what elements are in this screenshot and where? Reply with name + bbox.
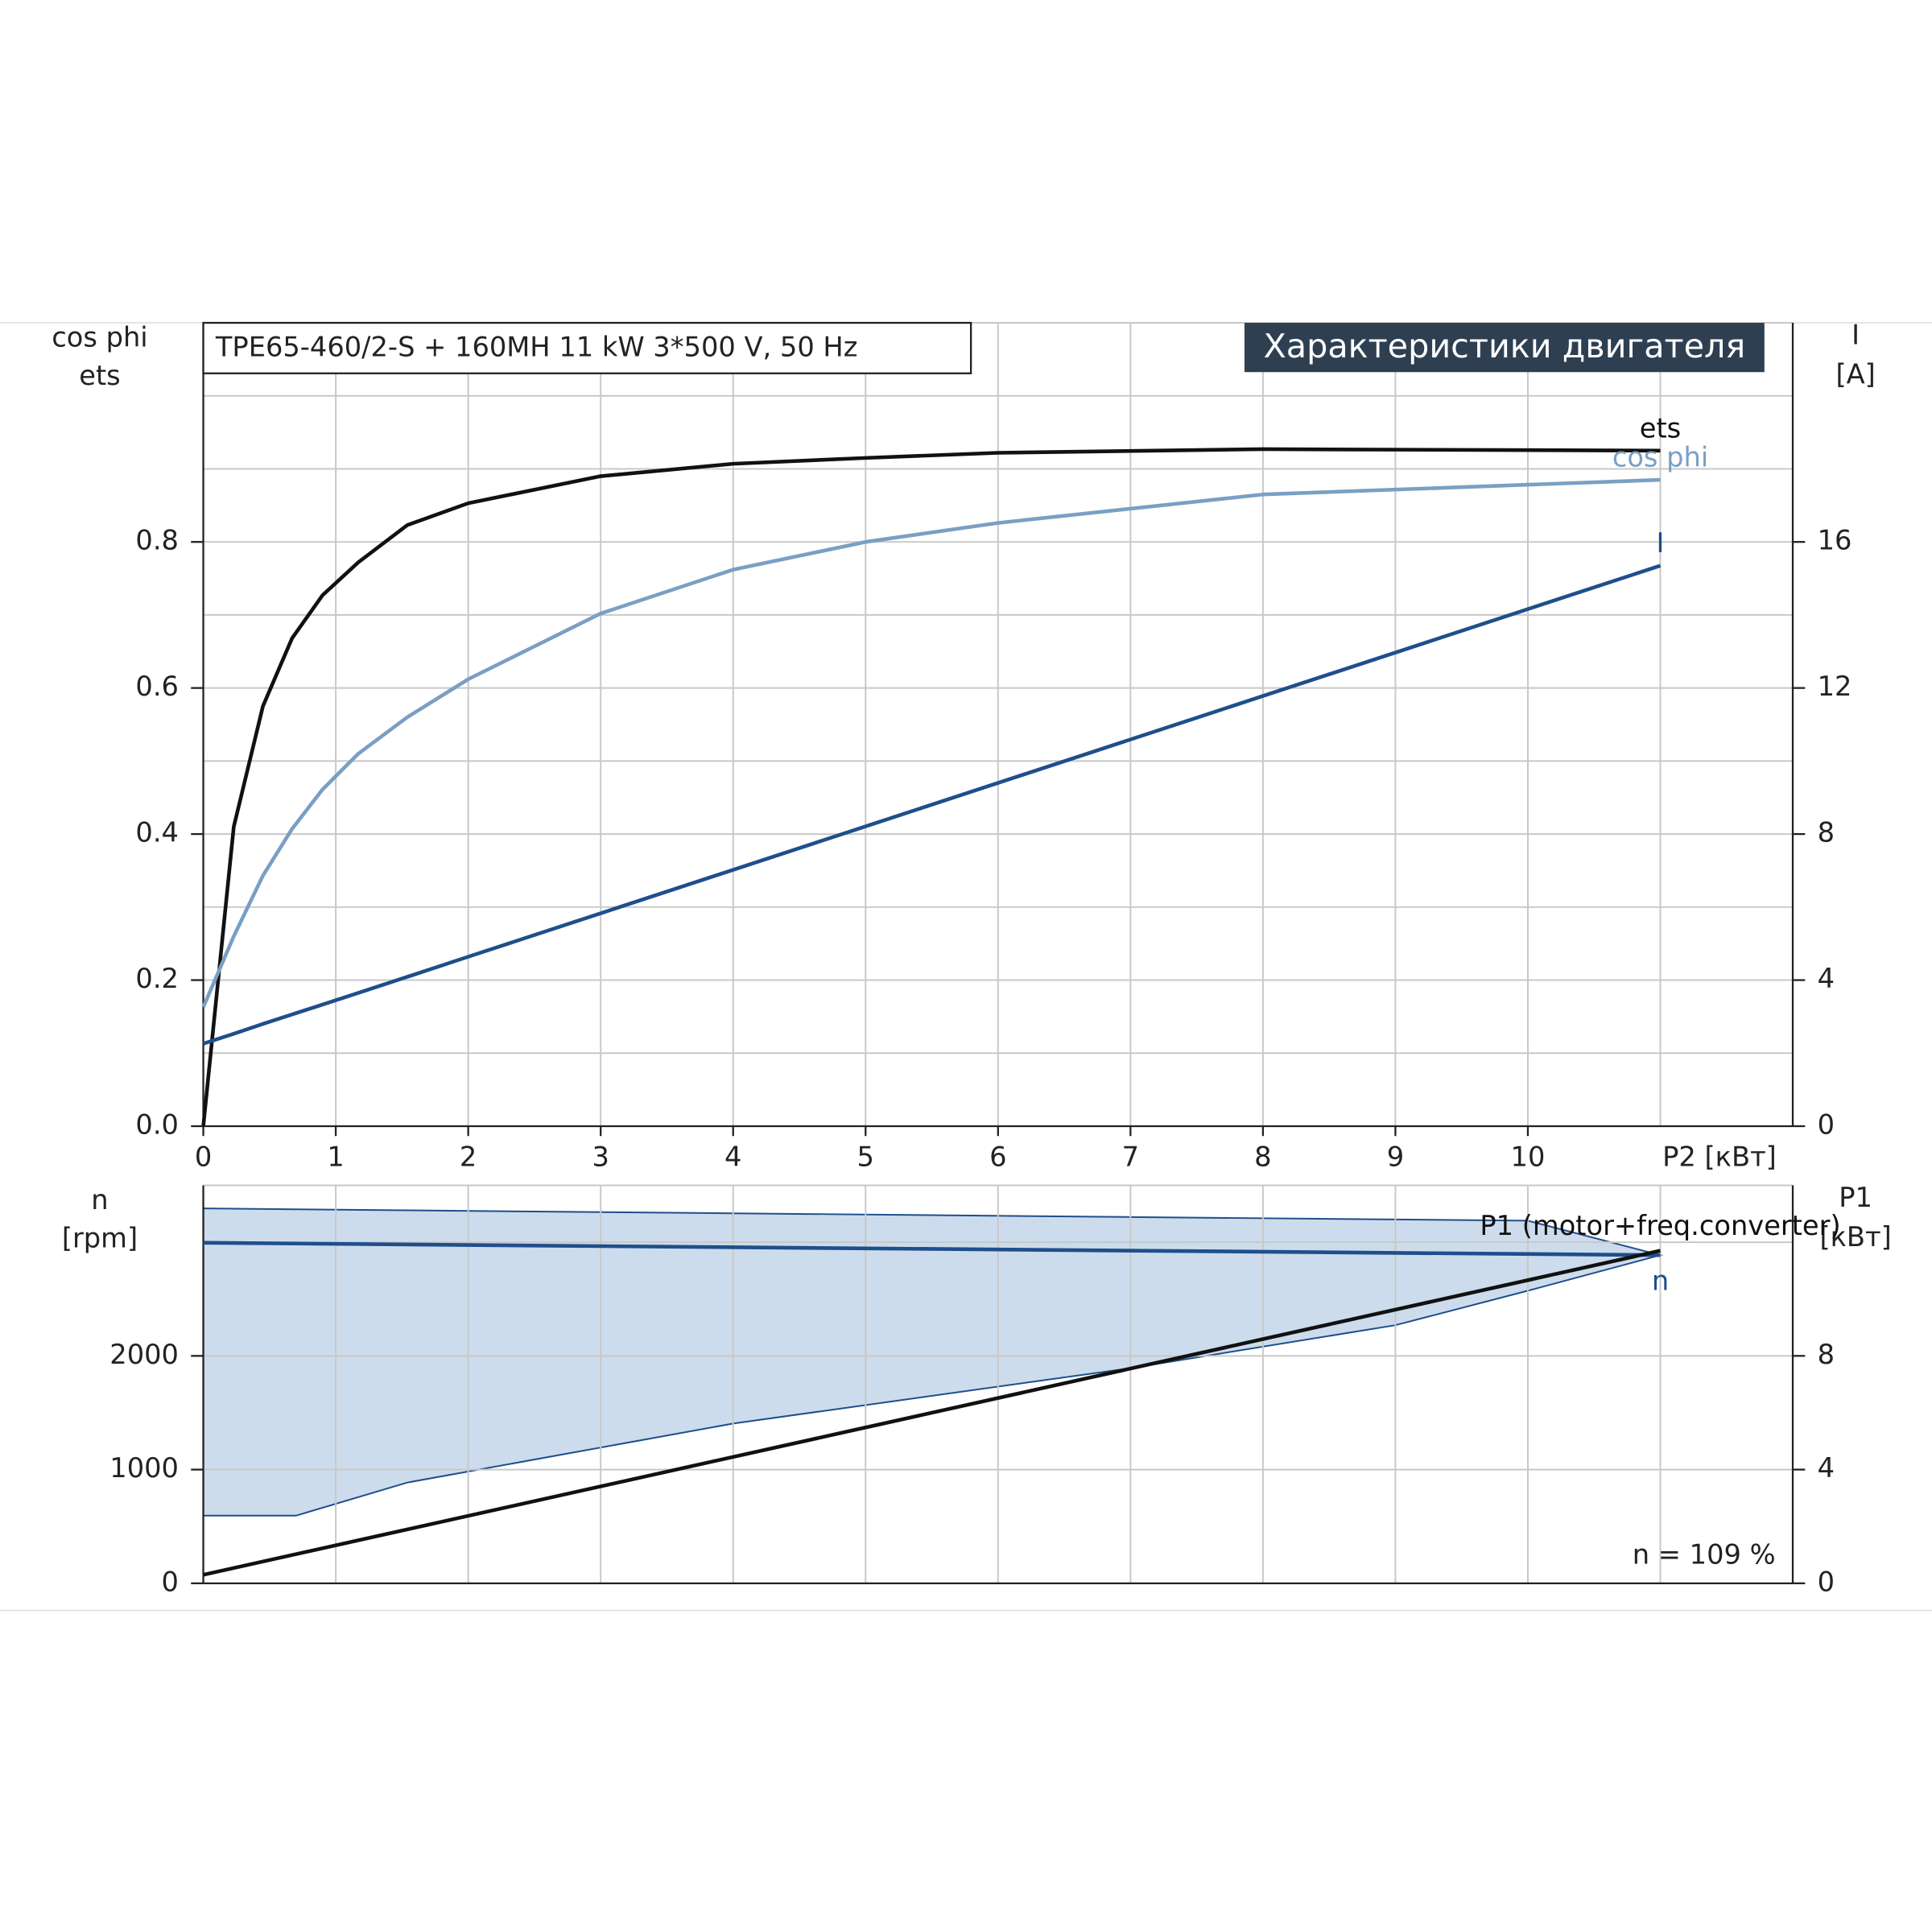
y2-tick-label: 4 bbox=[1818, 1452, 1835, 1484]
x-tick-label: 3 bbox=[592, 1141, 609, 1172]
y2-axis-label: [кВт] bbox=[1819, 1221, 1891, 1253]
series-label: ets bbox=[1640, 412, 1681, 444]
series-line bbox=[201, 447, 1661, 1127]
y2-tick-label: 8 bbox=[1818, 1339, 1835, 1370]
y-tick-label: 0.8 bbox=[135, 525, 179, 556]
y-axis-label: ets bbox=[79, 360, 120, 391]
series-label: I bbox=[1657, 527, 1665, 559]
series-label: n bbox=[1652, 1265, 1669, 1296]
y2-axis-label: [A] bbox=[1835, 358, 1875, 390]
y2-tick-label: 8 bbox=[1818, 817, 1835, 848]
y2-axis-label: I bbox=[1852, 319, 1860, 350]
badge-box bbox=[1244, 323, 1765, 373]
y2-tick-label: 0 bbox=[1818, 1566, 1835, 1597]
x-tick-label: 7 bbox=[1122, 1141, 1139, 1172]
y2-tick-label: 4 bbox=[1818, 963, 1835, 994]
series-line bbox=[201, 477, 1661, 1009]
x-tick-label: 4 bbox=[724, 1141, 741, 1172]
title-box bbox=[202, 321, 972, 374]
y-axis-label: [rpm] bbox=[62, 1222, 138, 1253]
y2-tick-label: 0 bbox=[1818, 1108, 1835, 1140]
y-tick-label: 2000 bbox=[109, 1339, 179, 1370]
series-label: P1 (motor+freq.converter) bbox=[1480, 1210, 1840, 1241]
x-tick-label: 10 bbox=[1511, 1141, 1546, 1172]
x-tick-label: 6 bbox=[989, 1141, 1006, 1172]
series-line bbox=[203, 1249, 1661, 1577]
x-tick-label: 1 bbox=[327, 1141, 344, 1172]
annotation: n = 109 % bbox=[1633, 1539, 1776, 1571]
y-tick-label: 0.2 bbox=[135, 963, 179, 994]
range-area bbox=[202, 1208, 1664, 1517]
x-tick-label: 8 bbox=[1254, 1141, 1271, 1172]
series-line bbox=[202, 564, 1662, 1046]
y2-axis-label: P1 bbox=[1839, 1182, 1872, 1213]
y-tick-label: 0.6 bbox=[135, 671, 179, 702]
chart-title: TPE65-460/2-S + 160MH 11 kW 3*500 V, 50 … bbox=[215, 332, 858, 363]
series-line bbox=[203, 1241, 1661, 1257]
x-tick-label: 0 bbox=[195, 1141, 212, 1172]
y2-tick-label: 16 bbox=[1818, 525, 1852, 556]
y-tick-label: 1000 bbox=[109, 1452, 179, 1484]
x-axis-label: P2 [кВт] bbox=[1662, 1141, 1777, 1172]
y-tick-label: 0 bbox=[162, 1566, 179, 1597]
x-tick-label: 2 bbox=[460, 1141, 477, 1172]
x-tick-label: 9 bbox=[1387, 1141, 1404, 1172]
badge: Характеристики двигателя bbox=[1264, 327, 1746, 365]
y-tick-label: 0.4 bbox=[135, 817, 179, 848]
y-tick-label: 0.0 bbox=[135, 1108, 179, 1140]
y-axis-label: n bbox=[91, 1184, 108, 1216]
y2-tick-label: 12 bbox=[1818, 671, 1852, 702]
x-tick-label: 5 bbox=[857, 1141, 874, 1172]
series-label: cos phi bbox=[1612, 442, 1708, 473]
y-axis-label: cos phi bbox=[52, 321, 147, 353]
